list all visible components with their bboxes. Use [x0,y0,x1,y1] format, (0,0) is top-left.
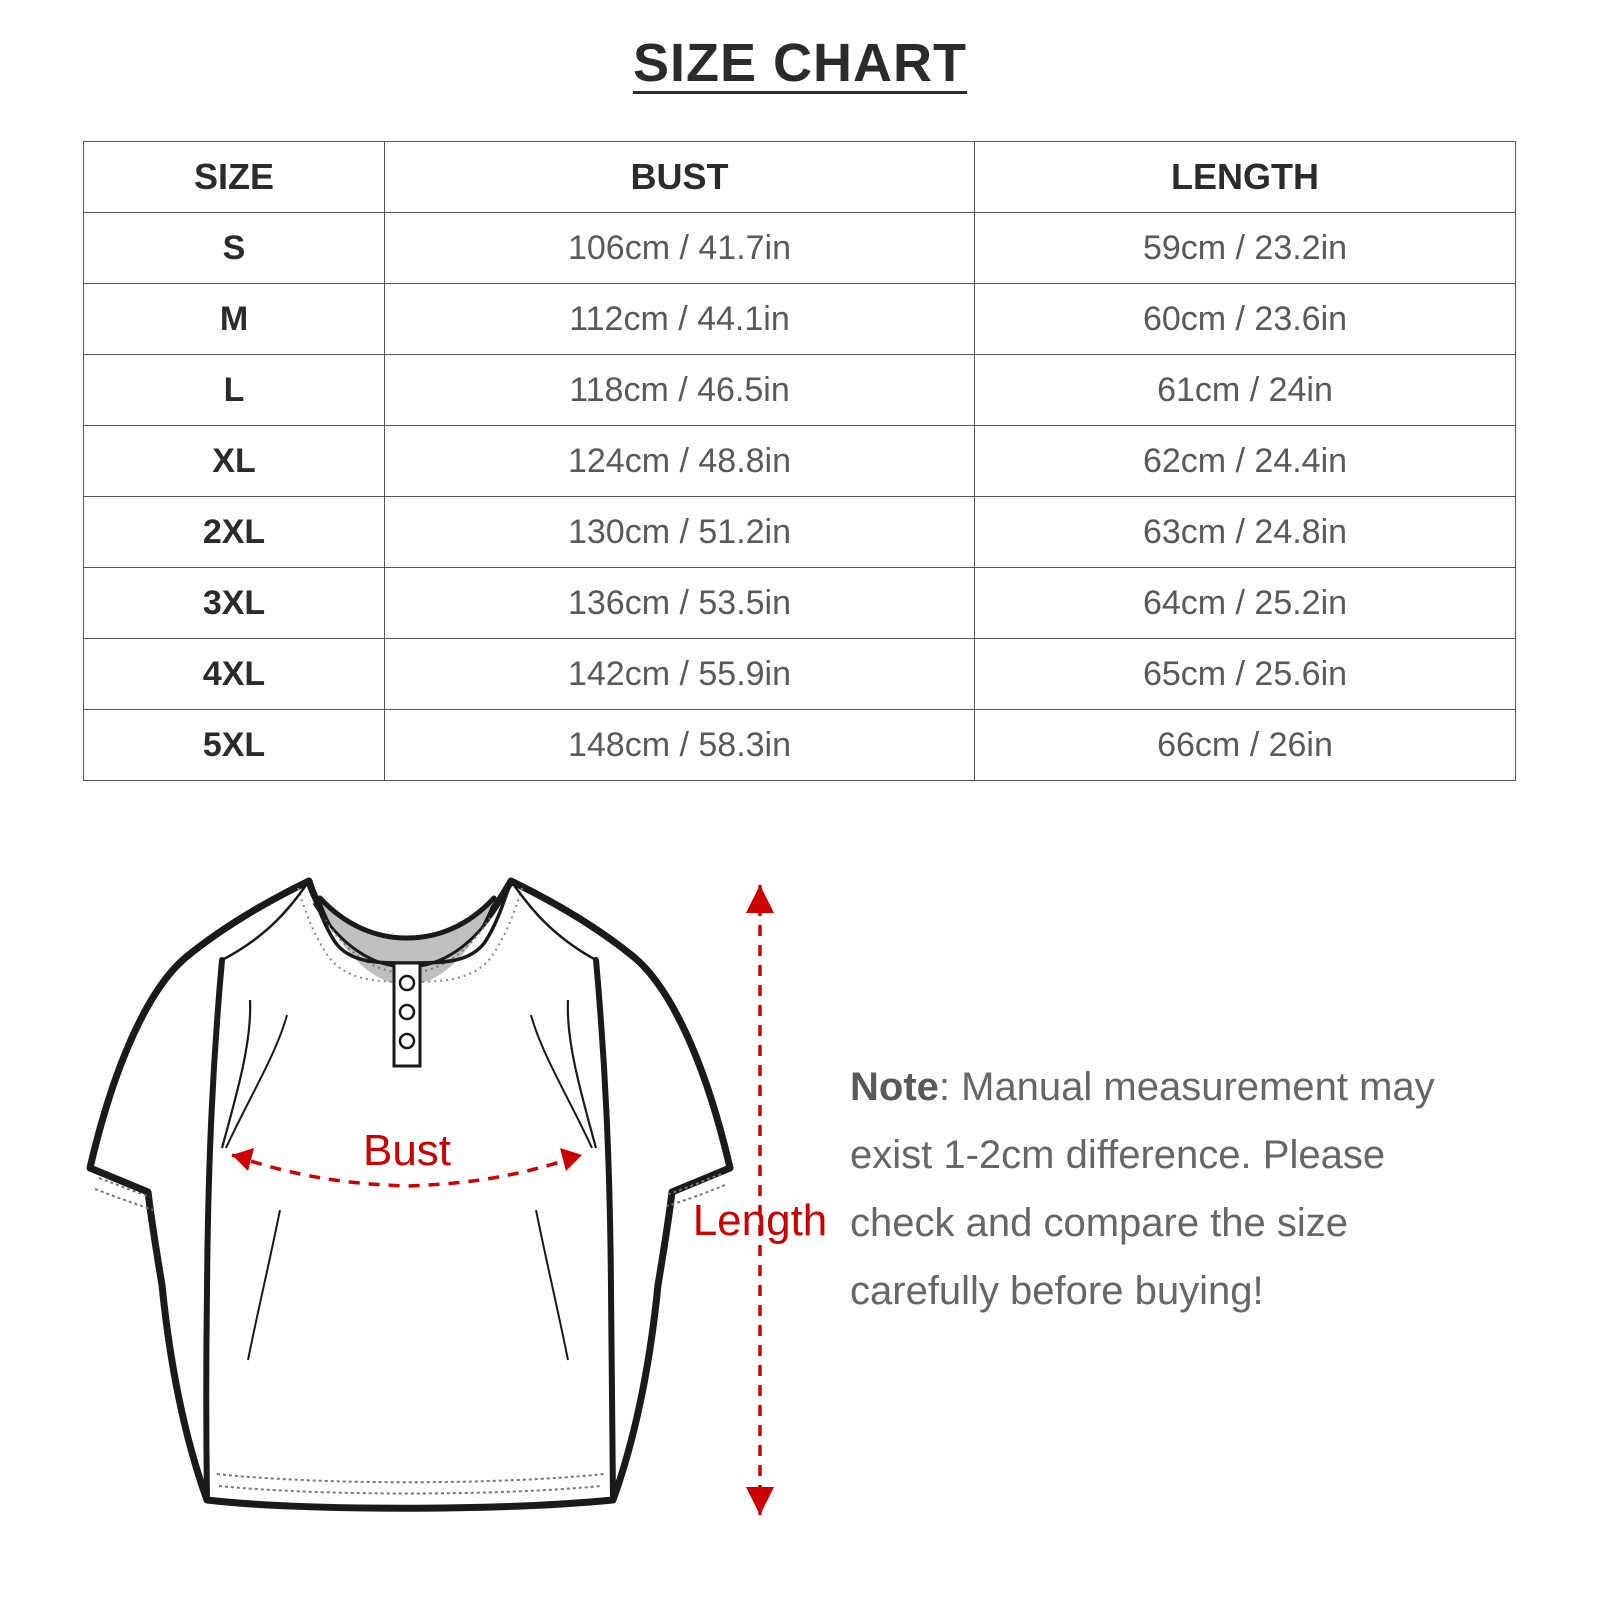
svg-text:Length: Length [693,1196,828,1245]
svg-text:Bust: Bust [363,1126,451,1175]
